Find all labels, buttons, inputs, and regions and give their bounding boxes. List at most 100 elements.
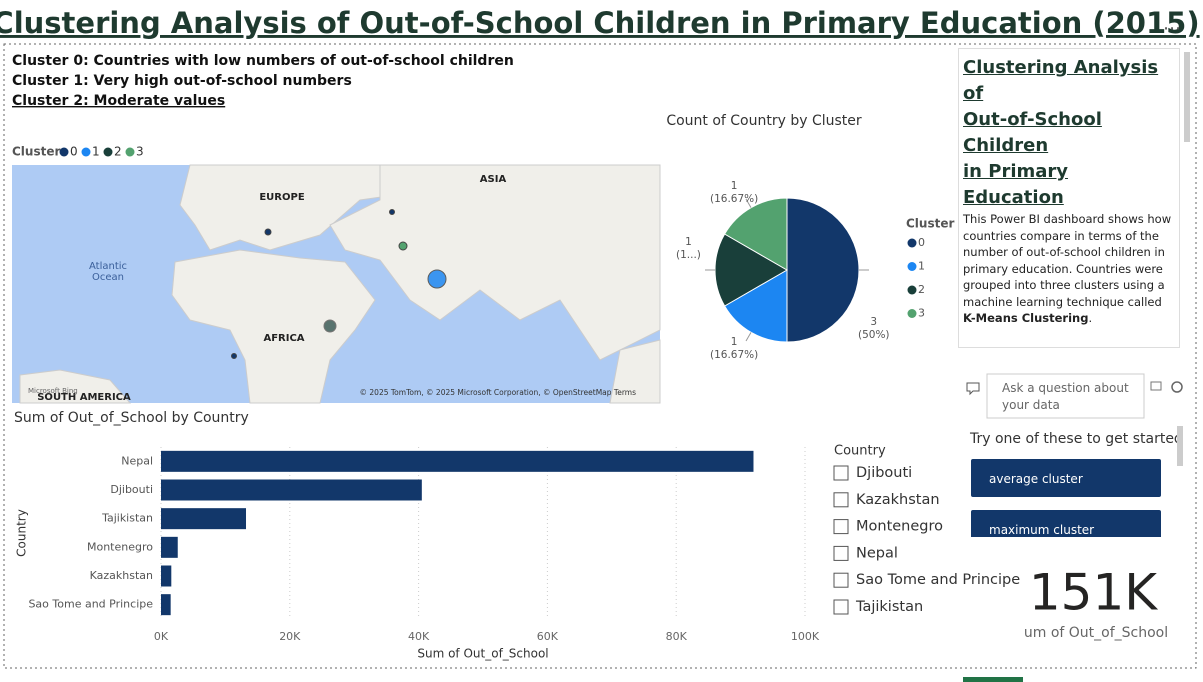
checkbox[interactable] xyxy=(833,492,849,508)
legend-label: 2 xyxy=(918,283,925,296)
bar[interactable] xyxy=(161,508,247,530)
map-logo: Microsoft Bing xyxy=(28,387,78,395)
legend-label: 1 xyxy=(92,145,100,159)
data-label: 3 (50%) xyxy=(858,316,890,341)
x-axis-title: Sum of Out_of_School xyxy=(417,647,548,661)
bar[interactable] xyxy=(161,594,171,616)
cluster-note: Cluster 2: Moderate values xyxy=(12,93,225,109)
map-attribution: © 2025 TomTom, © 2025 Microsoft Corporat… xyxy=(360,388,637,397)
slicer-item: Kazakhstan xyxy=(856,492,940,508)
tab-indicator xyxy=(963,677,1023,682)
map-bubble[interactable] xyxy=(323,319,337,333)
slicer: Djibouti Kazakhstan Montenegro Nepal Sao Tom… xyxy=(833,465,1020,615)
pie-chart: 0 1 2 3 xyxy=(705,197,925,343)
scrollbar[interactable] xyxy=(1177,426,1183,466)
qna-placeholder: Ask a question about your data xyxy=(1002,381,1129,412)
card-value: 151K xyxy=(1029,564,1158,622)
slicer-item: Djibouti xyxy=(856,465,912,481)
cluster-note: Cluster 0: Countries with low numbers of… xyxy=(12,53,514,69)
text-box: Clustering Analysis of Out-of-School Chi… xyxy=(958,48,1180,348)
pie-slice[interactable] xyxy=(714,233,789,307)
scrollbar[interactable] xyxy=(1184,52,1190,142)
bar[interactable] xyxy=(161,565,172,587)
bar[interactable] xyxy=(161,479,422,501)
text: This Power BI dashboard shows how countr… xyxy=(963,212,1172,309)
text-box-title: Out-of-School Children xyxy=(963,109,1102,156)
pie-slice[interactable] xyxy=(786,197,860,343)
legend-marker xyxy=(907,262,917,271)
map-legend-title: Cluster xyxy=(12,145,60,159)
map-label: EUROPE xyxy=(259,192,304,203)
legend-label: 0 xyxy=(918,236,925,249)
map-label: AFRICA xyxy=(263,333,304,344)
checkbox[interactable] xyxy=(833,519,849,535)
map-bubble[interactable] xyxy=(398,241,408,251)
y-tick-label: Djibouti xyxy=(110,483,153,496)
map-land xyxy=(329,164,661,361)
text-box-title: Clustering Analysis of xyxy=(963,57,1159,104)
data-label: 1 (16.67%) xyxy=(710,180,759,205)
x-tick-label: 20K xyxy=(279,630,301,643)
cluster-note: Cluster 1: Very high out-of-school numbe… xyxy=(12,73,352,89)
more-options[interactable]: ⋯ xyxy=(1163,18,1181,39)
settings-icon[interactable] xyxy=(1171,381,1183,393)
y-tick-label: Montenegro xyxy=(87,540,153,553)
checkbox[interactable] xyxy=(833,545,849,561)
qna-icon xyxy=(966,382,980,396)
slicer-title: Country xyxy=(834,444,886,459)
qna-input[interactable] xyxy=(986,373,1145,419)
bar-chart: 0K 20K 40K 60K 80K 100K Nepal Djibouti Tajikista… xyxy=(28,447,820,643)
qna-suggestion[interactable]: maximum cluster xyxy=(971,510,1161,537)
text-box-subtitle: Cluster Groups xyxy=(963,345,1175,348)
text: . xyxy=(1088,311,1093,325)
map-land xyxy=(19,369,132,404)
bar[interactable] xyxy=(161,450,754,472)
x-tick-label: 60K xyxy=(537,630,559,643)
y-tick-label: Sao Tome and Principe xyxy=(28,598,153,611)
map[interactable]: EUROPE ASIA Atlantic Ocean AFRICA SOUTH … xyxy=(12,164,661,404)
qna-suggestion-clip: maximum cluster xyxy=(971,510,1161,537)
map-bubble[interactable] xyxy=(389,209,395,215)
x-tick-label: 0K xyxy=(154,630,169,643)
map-bubble[interactable] xyxy=(231,353,237,359)
map-bubble[interactable] xyxy=(427,269,447,289)
qna-icon[interactable] xyxy=(1150,381,1162,391)
map-label: Ocean xyxy=(92,272,124,283)
map-bubble[interactable] xyxy=(264,228,272,236)
legend-marker xyxy=(125,147,135,157)
page-border xyxy=(3,43,1197,669)
legend-marker xyxy=(907,309,917,318)
data-label: 1 (16.67%) xyxy=(710,336,759,361)
pie-slice[interactable] xyxy=(723,197,788,271)
legend-label: 2 xyxy=(114,145,122,159)
legend-marker xyxy=(103,147,113,157)
map-land xyxy=(171,249,376,404)
legend-marker xyxy=(907,238,917,248)
qna-suggestion[interactable]: average cluster xyxy=(971,459,1161,497)
leader-line xyxy=(745,198,752,208)
pie-slice[interactable] xyxy=(723,269,788,343)
x-tick-label: 100K xyxy=(791,630,820,643)
map-label: ASIA xyxy=(480,174,507,185)
pie-legend-title: Cluster xyxy=(906,217,954,231)
bar[interactable] xyxy=(161,536,178,558)
data-label: 1 (1...) xyxy=(676,236,701,261)
card-label: um of Out_of_School xyxy=(1024,625,1168,641)
slicer-item: Tajikistan xyxy=(855,599,923,615)
y-tick-label: Kazakhstan xyxy=(90,569,153,582)
checkbox[interactable] xyxy=(833,465,849,481)
map-land xyxy=(609,339,661,404)
legend-label: 0 xyxy=(70,145,78,159)
y-axis-title: Country xyxy=(15,509,29,557)
checkbox[interactable] xyxy=(833,572,849,588)
slicer-item: Montenegro xyxy=(856,519,943,535)
dashboard-title: Clustering Analysis of Out-of-School Chi… xyxy=(0,6,1200,40)
legend-label: 3 xyxy=(918,307,925,320)
checkbox[interactable] xyxy=(833,599,849,615)
slicer-item: Sao Tome and Principe xyxy=(856,572,1020,588)
x-tick-label: 40K xyxy=(408,630,430,643)
legend-label: 3 xyxy=(136,145,144,159)
